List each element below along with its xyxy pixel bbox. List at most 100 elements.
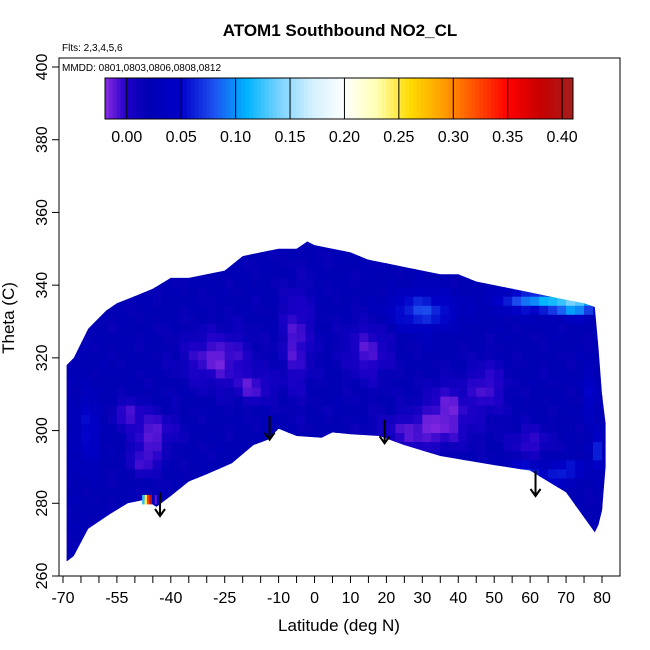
field-cell bbox=[197, 377, 208, 388]
field-cell bbox=[404, 259, 414, 270]
field-cell bbox=[161, 359, 172, 370]
field-cell bbox=[251, 241, 262, 243]
field-cell bbox=[602, 477, 606, 488]
field-cell bbox=[566, 296, 576, 306]
field-cell bbox=[404, 377, 414, 388]
field-cell bbox=[494, 505, 504, 515]
field-cell bbox=[107, 523, 118, 533]
field-cell bbox=[539, 405, 549, 415]
field-cell bbox=[350, 541, 361, 552]
colorbar-segment bbox=[530, 78, 535, 119]
field-cell bbox=[179, 250, 190, 261]
field-cell bbox=[314, 396, 325, 406]
field-cell bbox=[449, 423, 459, 433]
field-cell bbox=[431, 341, 441, 352]
field-cell bbox=[215, 505, 226, 515]
field-cell bbox=[593, 505, 603, 515]
field-cell bbox=[90, 377, 100, 388]
field-cell bbox=[278, 541, 289, 552]
field-cell bbox=[251, 405, 262, 415]
field-cell bbox=[566, 441, 576, 452]
field-cell bbox=[377, 459, 387, 470]
field-cell bbox=[81, 241, 91, 252]
field-cell bbox=[377, 496, 387, 506]
field-cell bbox=[269, 287, 280, 297]
field-cell bbox=[125, 341, 136, 352]
field-cell bbox=[197, 368, 208, 379]
field-cell bbox=[341, 432, 352, 443]
x-tick-label: 80 bbox=[593, 590, 611, 607]
field-cell bbox=[458, 277, 468, 288]
field-cell bbox=[206, 341, 217, 352]
field-cell bbox=[90, 241, 100, 243]
field-cell bbox=[224, 459, 235, 470]
hot-cell bbox=[144, 494, 147, 505]
field-cell bbox=[341, 314, 352, 324]
field-cell bbox=[116, 287, 127, 297]
field-cell bbox=[548, 559, 558, 562]
field-cell bbox=[242, 332, 253, 343]
field-cell bbox=[413, 414, 423, 424]
field-cell bbox=[566, 377, 576, 388]
field-cell bbox=[386, 432, 396, 443]
field-cell bbox=[143, 332, 154, 343]
field-cell bbox=[476, 505, 486, 515]
field-cell bbox=[458, 241, 468, 252]
arrow-head bbox=[154, 508, 166, 518]
field-cell bbox=[233, 377, 244, 388]
field-cell bbox=[485, 386, 495, 397]
field-cell bbox=[251, 359, 262, 370]
field-cell bbox=[422, 323, 432, 333]
field-cell bbox=[197, 441, 208, 452]
field-cell bbox=[440, 523, 450, 533]
field-cell bbox=[350, 505, 361, 515]
field-cell bbox=[125, 277, 136, 288]
field-cell bbox=[269, 414, 280, 424]
field-cell bbox=[350, 450, 361, 461]
field-cell bbox=[287, 250, 298, 261]
field-cell bbox=[557, 250, 567, 261]
field-cell bbox=[90, 496, 100, 506]
field-cell bbox=[593, 468, 603, 479]
field-cell bbox=[440, 541, 450, 552]
field-cell bbox=[188, 241, 199, 243]
field-cell bbox=[251, 287, 262, 297]
field-cell bbox=[503, 450, 513, 461]
field-cell bbox=[242, 259, 253, 270]
field-cell bbox=[449, 441, 459, 452]
field-cell bbox=[404, 423, 414, 433]
field-cell bbox=[260, 259, 271, 270]
field-cell bbox=[107, 296, 118, 306]
chart-title: ATOM1 Southbound NO2_CL bbox=[223, 21, 458, 40]
field-cell bbox=[440, 350, 450, 361]
field-cell bbox=[242, 296, 253, 306]
field-cell bbox=[161, 423, 172, 433]
field-cell bbox=[584, 523, 594, 533]
field-cell bbox=[548, 496, 558, 506]
y-tick-label: 340 bbox=[34, 272, 51, 299]
field-cell bbox=[81, 541, 91, 552]
field-cell bbox=[179, 377, 190, 388]
field-cell bbox=[512, 541, 522, 552]
field-cell bbox=[485, 559, 495, 562]
field-cell bbox=[278, 505, 289, 515]
field-cell bbox=[251, 305, 262, 315]
field-cell bbox=[305, 277, 316, 288]
field-cell bbox=[233, 514, 244, 524]
field-cell bbox=[242, 405, 253, 415]
field-cell bbox=[170, 323, 181, 333]
field-cell bbox=[332, 259, 343, 270]
field-cell bbox=[81, 486, 91, 497]
field-cell bbox=[251, 459, 262, 470]
field-cell bbox=[377, 405, 387, 415]
field-cell bbox=[566, 405, 576, 415]
field-cell bbox=[125, 450, 136, 461]
field-cell bbox=[503, 396, 513, 406]
field-cell bbox=[539, 423, 549, 433]
field-cell bbox=[278, 323, 289, 333]
field-cell bbox=[134, 423, 145, 433]
field-cell bbox=[368, 541, 378, 552]
field-cell bbox=[521, 386, 531, 397]
field-cell bbox=[503, 468, 513, 479]
field-cell bbox=[404, 405, 414, 415]
